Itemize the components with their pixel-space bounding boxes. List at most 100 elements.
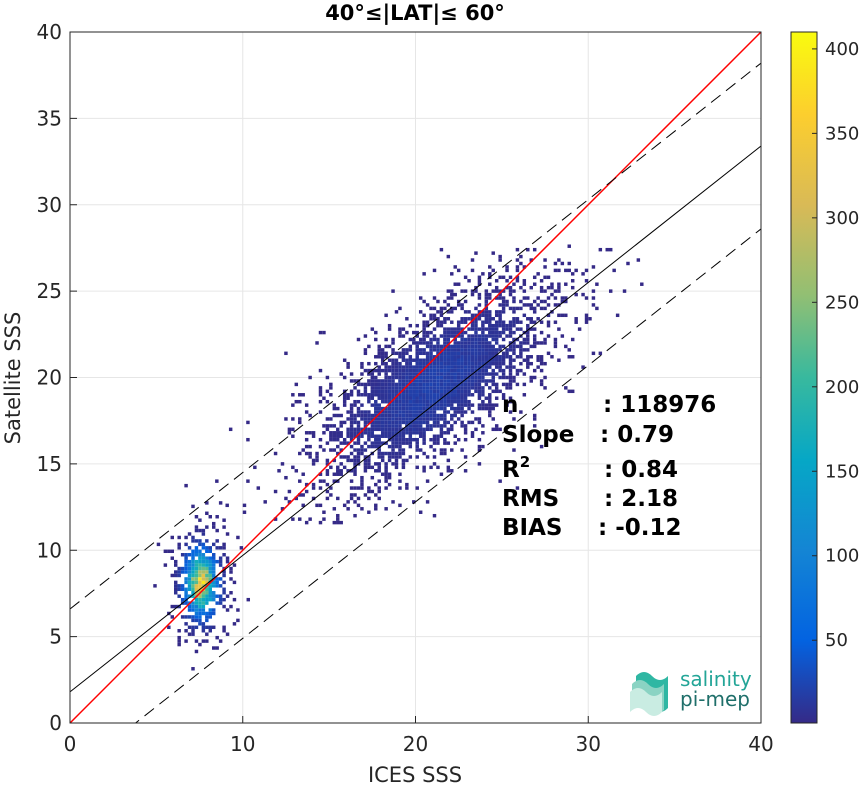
density-cell [539, 341, 544, 345]
density-cell [446, 310, 451, 314]
density-cell [201, 559, 206, 564]
density-cell [425, 341, 430, 345]
density-cell [467, 375, 471, 380]
density-cell [532, 299, 537, 304]
density-cell [187, 604, 192, 609]
density-cell [553, 320, 558, 324]
density-cell [342, 403, 347, 407]
density-cell [377, 489, 381, 494]
density-cell [474, 330, 478, 335]
density-cell [498, 330, 502, 335]
density-cell [498, 289, 502, 293]
density-cell [512, 282, 516, 286]
density-cell [377, 427, 381, 432]
density-cell [522, 289, 527, 293]
density-cell [277, 469, 281, 473]
density-cell [191, 604, 195, 609]
density-cell [353, 486, 357, 490]
density-cell [191, 539, 195, 543]
density-cell [501, 296, 506, 300]
density-cell [474, 375, 478, 380]
density-cell [246, 479, 250, 483]
density-cell [443, 431, 447, 435]
density-cell [329, 417, 333, 421]
density-cell [425, 372, 430, 376]
density-cell [456, 379, 461, 383]
density-cell [460, 341, 464, 345]
density-cell [460, 375, 464, 380]
density-cell [339, 424, 343, 428]
density-cell [194, 604, 199, 609]
density-cell [439, 393, 444, 397]
density-cell [498, 292, 502, 297]
density-cell [494, 285, 499, 290]
density-cell [508, 330, 513, 335]
density-cell [436, 365, 440, 369]
density-cell [432, 368, 437, 373]
density-cell [349, 479, 354, 483]
density-cell [526, 337, 530, 342]
density-cell [557, 303, 561, 307]
density-cell [595, 306, 599, 311]
density-cell [384, 434, 388, 438]
density-cell [387, 323, 392, 328]
density-cell [212, 521, 216, 526]
density-cell [401, 458, 406, 463]
density-cell [412, 386, 416, 390]
density-cell [532, 344, 537, 349]
density-cell [450, 365, 454, 369]
density-cell [439, 323, 444, 328]
density-cell [564, 313, 568, 318]
density-cell [477, 389, 482, 394]
density-cell [298, 517, 302, 521]
density-cell [346, 458, 350, 463]
density-cell [394, 375, 399, 380]
density-cell [412, 399, 416, 404]
density-cell [339, 431, 343, 435]
density-cell [370, 396, 375, 400]
density-cell [387, 424, 392, 428]
density-cell [570, 285, 575, 290]
density-cell [526, 365, 530, 369]
density-cell [488, 272, 492, 276]
density-cell [512, 289, 516, 293]
density-cell [184, 535, 188, 540]
density-cell [405, 382, 409, 387]
density-cell [342, 437, 347, 442]
density-cell [436, 341, 440, 345]
density-cell [432, 365, 437, 369]
density-cell [505, 268, 509, 273]
density-cell [463, 455, 468, 459]
density-cell [212, 591, 216, 595]
density-cell [394, 393, 399, 397]
density-cell [408, 386, 413, 390]
stat-value: : 2.18 [604, 486, 678, 512]
density-cell [470, 341, 475, 345]
density-cell [484, 358, 489, 362]
density-cell [432, 420, 437, 425]
density-cell [463, 431, 468, 435]
density-cell [384, 462, 388, 466]
density-cell [353, 455, 357, 459]
density-cell [467, 393, 471, 397]
density-cell [456, 375, 461, 380]
density-cell [612, 268, 616, 273]
density-cell [408, 406, 413, 411]
density-cell [584, 317, 589, 321]
density-cell [329, 434, 333, 438]
density-cell [377, 441, 381, 445]
density-cell [539, 289, 544, 293]
density-cell [212, 566, 216, 571]
density-cell [236, 618, 240, 623]
density-cell [170, 556, 174, 560]
density-cell [398, 334, 402, 338]
density-cell [170, 549, 174, 554]
density-cell [429, 403, 433, 407]
density-cell [519, 348, 523, 352]
density-cell [194, 549, 199, 554]
density-cell [401, 372, 406, 376]
density-cell [384, 372, 388, 376]
density-cell [205, 573, 209, 578]
density-cell [494, 330, 499, 335]
density-cell [187, 532, 192, 536]
